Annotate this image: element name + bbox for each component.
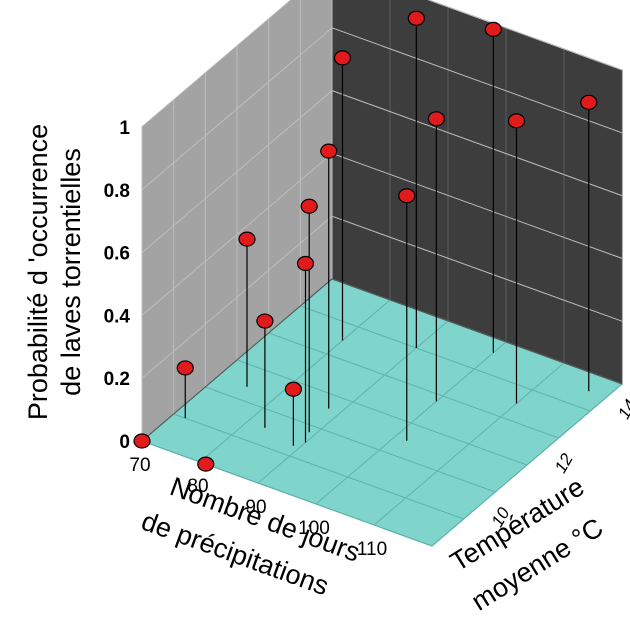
data-point <box>399 189 415 203</box>
data-point <box>321 144 337 158</box>
x-tick-label: 70 <box>129 455 150 476</box>
data-point <box>485 22 501 36</box>
data-point <box>298 257 314 271</box>
data-point <box>239 232 255 246</box>
z-tick-label: 0.6 <box>104 244 130 265</box>
data-point <box>301 199 317 213</box>
data-point <box>198 457 214 471</box>
z-axis-label-line2: de laves torrentielles <box>56 148 86 396</box>
data-point <box>408 11 424 25</box>
x-tick-label: 80 <box>187 476 208 497</box>
x-tick-label: 100 <box>298 518 330 539</box>
data-point <box>134 434 150 448</box>
z-tick-label: 0 <box>119 432 130 453</box>
data-point <box>428 112 444 126</box>
data-point <box>285 382 301 396</box>
z-tick-label: 1 <box>119 118 130 139</box>
z-tick-label: 0.2 <box>104 369 130 390</box>
data-point <box>257 314 273 328</box>
x-tick-label: 110 <box>357 539 387 560</box>
z-axis-label-line1: Probabilité d 'occurrence <box>23 124 53 420</box>
data-point <box>509 114 525 128</box>
y-tick-label: 14 <box>614 396 630 422</box>
z-tick-label: 0.8 <box>104 181 130 202</box>
x-tick-label: 90 <box>245 497 266 518</box>
data-point <box>581 95 597 109</box>
data-point <box>177 361 193 375</box>
data-point <box>335 51 351 65</box>
z-tick-label: 0.4 <box>104 306 131 327</box>
